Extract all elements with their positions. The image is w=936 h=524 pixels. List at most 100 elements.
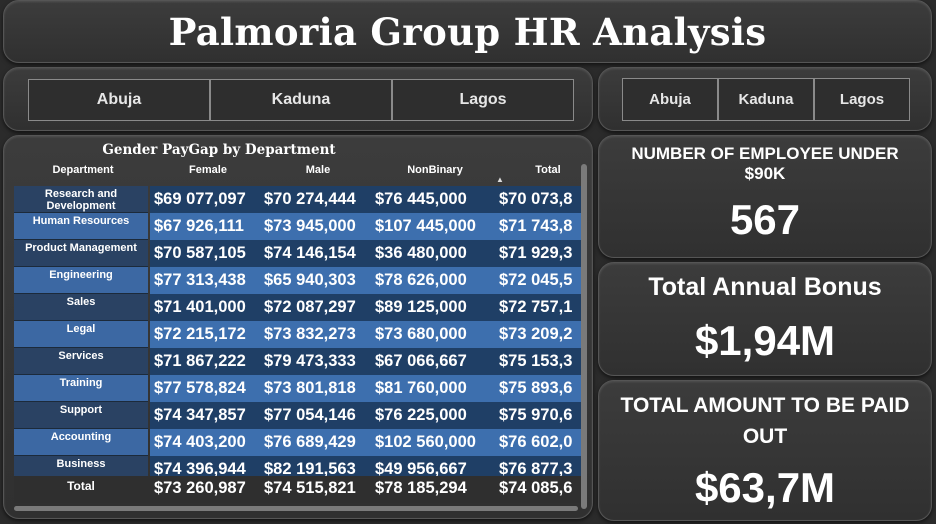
horizontal-scrollbar[interactable] <box>14 506 578 511</box>
column-header-total[interactable]: Total <box>535 164 561 176</box>
male-cell: $72 087,297 <box>260 294 371 321</box>
table-row[interactable]: Human Resources $67 926,111 $73 945,000 $10… <box>14 213 581 240</box>
kpi-label: Total Annual Bonus <box>648 273 882 301</box>
nonbinary-cell: $76 225,000 <box>371 402 495 429</box>
table-row[interactable]: Engineering $77 313,438 $65 940,303 $78 626… <box>14 267 581 294</box>
department-cell: Support <box>14 402 148 429</box>
table-row[interactable]: Product Management $70 587,105 $74 146,154… <box>14 240 581 267</box>
male-cell: $76 689,429 <box>260 429 371 456</box>
department-cell: Training <box>14 375 148 402</box>
total-cell: $71 929,3 <box>495 240 581 267</box>
department-cell: Research and Development <box>14 186 148 213</box>
male-cell: $82 191,563 <box>260 456 371 476</box>
table-title: Gender PayGap by Department <box>102 142 336 158</box>
column-header-department[interactable]: Department <box>52 164 114 176</box>
female-cell: $71 867,222 <box>150 348 260 375</box>
title-card: Palmoria Group HR Analysis <box>3 0 932 63</box>
table-row[interactable]: Business $74 396,944 $82 191,563 $49 956,66… <box>14 456 581 476</box>
male-cell: $77 054,146 <box>260 402 371 429</box>
slicer-button-abuja[interactable]: Abuja <box>28 79 210 121</box>
female-cell: $77 578,824 <box>150 375 260 402</box>
kpi-value: $1,94M <box>694 317 836 364</box>
table-row[interactable]: Legal $72 215,172 $73 832,273 $73 680,000 $7… <box>14 321 581 348</box>
table-row[interactable]: Research and Development $69 077,097 $70 2… <box>14 186 581 213</box>
department-cell: Sales <box>14 294 148 321</box>
kpi-card-total-paid-out: TOTAL AMOUNT TO BE PAID OUT $63,7M <box>598 380 932 521</box>
department-cell: Engineering <box>14 267 148 294</box>
slicer-button-abuja[interactable]: Abuja <box>622 78 718 121</box>
total-cell: $76 602,0 <box>495 429 581 456</box>
table-row[interactable]: Accounting $74 403,200 $76 689,429 $102 560… <box>14 429 581 456</box>
total-cell: $72 045,5 <box>495 267 581 294</box>
nonbinary-cell: $107 445,000 <box>371 213 495 240</box>
kpi-value: $63,7M <box>694 464 836 511</box>
total-cell: $76 877,3 <box>495 456 581 476</box>
nonbinary-cell: $81 760,000 <box>371 375 495 402</box>
table-row[interactable]: Services $71 867,222 $79 473,333 $67 066,66… <box>14 348 581 375</box>
kpi-label: TOTAL AMOUNT TO BE PAID OUT <box>620 394 910 448</box>
male-cell: $70 274,444 <box>260 186 371 213</box>
department-cell: Accounting <box>14 429 148 456</box>
male-cell: $73 832,273 <box>260 321 371 348</box>
nonbinary-cell: $89 125,000 <box>371 294 495 321</box>
nonbinary-cell: $102 560,000 <box>371 429 495 456</box>
total-cell: $72 757,1 <box>495 294 581 321</box>
table-row[interactable]: Support $74 347,857 $77 054,146 $76 225,000… <box>14 402 581 429</box>
male-cell: $79 473,333 <box>260 348 371 375</box>
column-header-female[interactable]: Female <box>189 164 227 176</box>
male-cell: $73 801,818 <box>260 375 371 402</box>
total-cell: $75 153,3 <box>495 348 581 375</box>
male-cell: $74 146,154 <box>260 240 371 267</box>
table-row[interactable]: Training $77 578,824 $73 801,818 $81 760,00… <box>14 375 581 402</box>
page-title: Palmoria Group HR Analysis <box>168 10 767 54</box>
total-cell: $71 743,8 <box>495 213 581 240</box>
department-cell: Human Resources <box>14 213 148 240</box>
kpi-label: NUMBER OF EMPLOYEE UNDER $90K <box>631 144 899 183</box>
vertical-scrollbar[interactable] <box>581 164 587 509</box>
department-cell: Business <box>14 456 148 476</box>
male-cell: $73 945,000 <box>260 213 371 240</box>
total-male: $74 515,821 <box>264 479 356 497</box>
column-header-nonbinary[interactable]: NonBinary <box>407 164 463 176</box>
female-cell: $74 396,944 <box>150 456 260 476</box>
female-cell: $71 401,000 <box>150 294 260 321</box>
female-cell: $72 215,172 <box>150 321 260 348</box>
city-slicer-main: Abuja Kaduna Lagos <box>3 67 593 131</box>
paygap-table-card: Gender PayGap by Department Department F… <box>3 135 593 519</box>
female-cell: $77 313,438 <box>150 267 260 294</box>
kpi-card-employees-under-90k: NUMBER OF EMPLOYEE UNDER $90K 567 <box>598 135 932 258</box>
female-cell: $69 077,097 <box>150 186 260 213</box>
kpi-value: 567 <box>729 196 801 243</box>
total-label: Total <box>67 479 95 493</box>
total-cell: $73 209,2 <box>495 321 581 348</box>
slicer-button-lagos[interactable]: Lagos <box>392 79 574 121</box>
nonbinary-cell: $36 480,000 <box>371 240 495 267</box>
nonbinary-cell: $73 680,000 <box>371 321 495 348</box>
female-cell: $70 587,105 <box>150 240 260 267</box>
sort-ascending-icon: ▲ <box>496 175 504 184</box>
total-nonbinary: $78 185,294 <box>375 479 467 497</box>
table-body: Research and Development $69 077,097 $70 2… <box>14 186 581 476</box>
total-cell: $75 893,6 <box>495 375 581 402</box>
female-cell: $74 403,200 <box>150 429 260 456</box>
male-cell: $65 940,303 <box>260 267 371 294</box>
total-row: Total $73 260,987 $74 515,821 $78 185,29… <box>14 476 581 503</box>
slicer-button-lagos[interactable]: Lagos <box>814 78 910 121</box>
total-female: $73 260,987 <box>154 479 246 497</box>
total-cell: $70 073,8 <box>495 186 581 213</box>
female-cell: $74 347,857 <box>150 402 260 429</box>
slicer-button-kaduna[interactable]: Kaduna <box>210 79 392 121</box>
nonbinary-cell: $76 445,000 <box>371 186 495 213</box>
department-cell: Services <box>14 348 148 375</box>
nonbinary-cell: $49 956,667 <box>371 456 495 476</box>
city-slicer-side: Abuja Kaduna Lagos <box>598 67 932 131</box>
nonbinary-cell: $78 626,000 <box>371 267 495 294</box>
nonbinary-cell: $67 066,667 <box>371 348 495 375</box>
slicer-button-kaduna[interactable]: Kaduna <box>718 78 814 121</box>
total-cell: $75 970,6 <box>495 402 581 429</box>
table-row[interactable]: Sales $71 401,000 $72 087,297 $89 125,000 $7… <box>14 294 581 321</box>
department-cell: Product Management <box>14 240 148 267</box>
total-total: $74 085,6 <box>499 479 573 497</box>
female-cell: $67 926,111 <box>150 213 260 240</box>
column-header-male[interactable]: Male <box>305 164 331 176</box>
